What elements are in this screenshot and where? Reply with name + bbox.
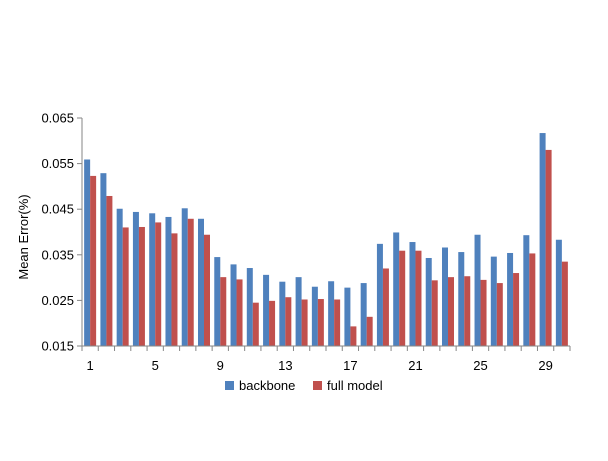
x-tick-label: 21 [408,358,422,373]
bar-full-model-20 [399,250,406,346]
bar-backbone-2 [100,173,107,346]
bar-backbone-26 [490,256,497,346]
x-tick-label: 13 [278,358,292,373]
y-tick-label: 0.045 [41,202,74,217]
bar-full-model-11 [252,302,259,346]
bar-backbone-30 [555,239,562,346]
bar-full-model-3 [122,227,129,346]
bar-backbone-9 [214,257,221,346]
y-tick-label: 0.015 [41,339,74,354]
bar-full-model-24 [464,276,471,346]
bar-backbone-1 [84,159,91,346]
bar-full-model-19 [382,268,389,346]
bar-backbone-12 [263,274,270,346]
bar-backbone-17 [344,287,351,346]
legend: backbone full model [225,378,383,393]
bar-full-model-28 [529,253,536,346]
legend-label-backbone: backbone [239,378,295,393]
bar-backbone-7 [181,208,188,346]
bar-full-model-15 [317,299,324,346]
bar-backbone-20 [393,232,400,346]
bar-backbone-19 [376,243,383,346]
x-tick-label: 17 [343,358,357,373]
bar-backbone-23 [442,247,448,346]
bar-full-model-22 [431,280,438,346]
x-tick-label: 25 [473,358,487,373]
bar-backbone-29 [539,133,546,346]
bar-full-model-7 [187,218,194,346]
bar-full-model-21 [415,250,422,346]
bar-backbone-28 [523,235,530,346]
bar-full-model-8 [204,234,210,346]
bars-group [84,133,568,346]
bar-backbone-11 [246,268,253,346]
bar-full-model-12 [269,300,276,346]
bar-backbone-16 [328,281,335,346]
bar-backbone-24 [458,252,465,346]
bar-full-model-4 [138,226,145,346]
axes-group [77,117,571,351]
bar-backbone-27 [507,252,514,346]
bar-full-model-26 [496,283,503,346]
bar-full-model-18 [366,316,373,346]
bar-backbone-5 [149,213,156,346]
bar-full-model-16 [334,299,341,346]
bar-backbone-15 [311,286,318,346]
bar-full-model-6 [171,233,178,346]
bar-backbone-21 [409,242,416,346]
bar-full-model-14 [301,299,308,346]
bar-backbone-10 [230,264,237,346]
bar-backbone-3 [116,208,123,346]
bar-backbone-13 [279,281,286,346]
y-tick-label: 0.025 [41,293,74,308]
bar-full-model-5 [155,222,162,346]
bar-full-model-9 [220,277,227,346]
bar-full-model-13 [285,297,292,346]
legend-swatch-full-model [313,381,322,390]
bar-backbone-4 [132,211,139,346]
bar-full-model-17 [350,326,357,346]
labels-group: 0.015 0.025 0.035 0.045 0.055 0.065 1 5 9 13 17 21 2… [41,111,552,374]
y-tick-label: 0.035 [41,247,74,262]
y-axis-label: Mean Error(%) [16,194,31,279]
legend-swatch-backbone [225,381,234,390]
bar-backbone-6 [165,216,172,346]
bar-backbone-14 [295,277,302,346]
bar-backbone-25 [474,234,481,346]
bar-full-model-1 [90,175,97,346]
bar-full-model-27 [513,273,520,346]
bar-backbone-22 [425,257,432,346]
bar-full-model-30 [561,261,568,346]
x-tick-label: 1 [87,358,94,373]
y-tick-label: 0.055 [41,156,74,171]
legend-label-full-model: full model [327,378,383,393]
bar-full-model-23 [448,277,454,346]
x-tick-label: 29 [538,358,552,373]
bar-full-model-10 [236,279,243,346]
bar-backbone-8 [198,218,204,346]
y-tick-label: 0.065 [41,111,74,126]
x-tick-label: 9 [217,358,224,373]
x-tick-label: 5 [152,358,159,373]
bar-full-model-29 [545,149,552,346]
bar-full-model-2 [106,195,113,346]
bar-full-model-25 [480,279,487,346]
bar-backbone-18 [360,283,367,346]
